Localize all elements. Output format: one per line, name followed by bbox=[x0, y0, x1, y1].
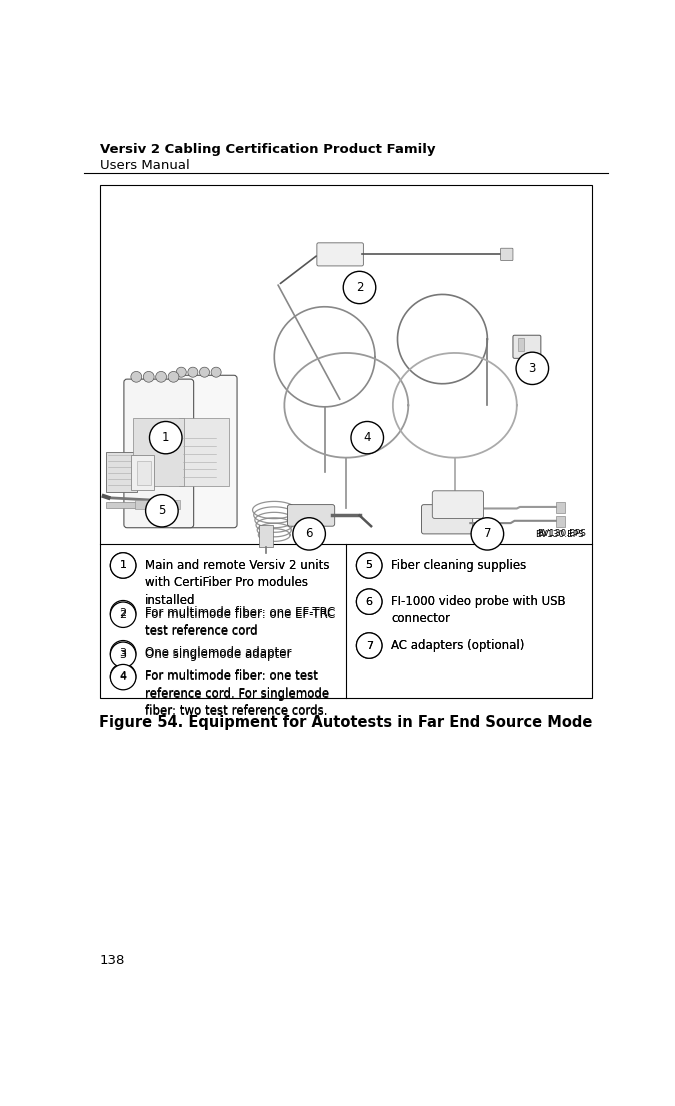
Bar bbox=[133, 418, 184, 487]
Text: 2: 2 bbox=[356, 281, 363, 294]
Circle shape bbox=[176, 367, 186, 377]
FancyBboxPatch shape bbox=[288, 504, 335, 526]
Text: 7: 7 bbox=[366, 640, 373, 650]
Text: Main and remote Versiv 2 units
with CertiFiber Pro modules
installed: Main and remote Versiv 2 units with Cert… bbox=[145, 559, 329, 606]
Circle shape bbox=[110, 640, 136, 666]
Bar bbox=[556, 517, 565, 526]
Text: 1: 1 bbox=[119, 561, 127, 571]
Bar bbox=[135, 500, 155, 509]
Text: 7: 7 bbox=[366, 640, 373, 650]
Circle shape bbox=[131, 372, 142, 383]
Circle shape bbox=[343, 271, 376, 304]
Text: 138: 138 bbox=[100, 954, 126, 968]
Text: 1: 1 bbox=[119, 561, 127, 571]
Circle shape bbox=[146, 494, 178, 526]
Text: Figure 54. Equipment for Autotests in Far End Source Mode: Figure 54. Equipment for Autotests in Fa… bbox=[99, 714, 593, 730]
Circle shape bbox=[110, 602, 136, 627]
Text: Fiber cleaning supplies: Fiber cleaning supplies bbox=[391, 559, 526, 572]
Bar bbox=[100, 185, 592, 698]
Circle shape bbox=[143, 372, 154, 383]
Circle shape bbox=[516, 352, 549, 385]
Text: 2: 2 bbox=[119, 609, 127, 619]
Circle shape bbox=[200, 367, 209, 377]
Circle shape bbox=[356, 633, 382, 658]
Text: Main and remote Versiv 2 units
with CertiFiber Pro modules
installed: Main and remote Versiv 2 units with Cert… bbox=[145, 559, 329, 606]
Text: For multimode fiber: one EF-TRC
test reference cord: For multimode fiber: one EF-TRC test ref… bbox=[145, 606, 335, 637]
Text: Users Manual: Users Manual bbox=[100, 159, 190, 171]
Circle shape bbox=[110, 553, 136, 578]
Text: One singlemode adapter: One singlemode adapter bbox=[145, 646, 292, 659]
Text: 4: 4 bbox=[119, 671, 127, 681]
Bar bbox=[556, 502, 565, 513]
Text: 4: 4 bbox=[119, 672, 127, 682]
Text: 5: 5 bbox=[158, 504, 165, 518]
Text: 4: 4 bbox=[364, 431, 371, 445]
Text: For multimode fiber: one test
reference cord. For singlemode
fiber: two test ref: For multimode fiber: one test reference … bbox=[145, 669, 329, 718]
Circle shape bbox=[356, 589, 382, 614]
Text: 3: 3 bbox=[119, 648, 127, 658]
Text: AC adapters (optional): AC adapters (optional) bbox=[391, 638, 524, 651]
Bar bbox=[518, 338, 524, 351]
Bar bbox=[179, 418, 229, 487]
Text: One singlemode adapter: One singlemode adapter bbox=[145, 648, 292, 661]
Text: Versiv 2 Cabling Certification Product Family: Versiv 2 Cabling Certification Product F… bbox=[100, 144, 435, 157]
Text: BV130.EPS: BV130.EPS bbox=[537, 529, 586, 538]
Text: 6: 6 bbox=[305, 528, 313, 541]
Circle shape bbox=[211, 367, 221, 377]
Circle shape bbox=[471, 518, 504, 550]
Text: 5: 5 bbox=[366, 561, 373, 571]
Text: Fiber cleaning supplies: Fiber cleaning supplies bbox=[391, 559, 526, 572]
Text: FI-1000 video probe with USB
connector: FI-1000 video probe with USB connector bbox=[391, 595, 566, 625]
Text: 3: 3 bbox=[119, 650, 127, 660]
Circle shape bbox=[156, 372, 167, 383]
FancyBboxPatch shape bbox=[170, 375, 237, 528]
Bar bbox=[106, 451, 137, 491]
Text: 3: 3 bbox=[529, 362, 536, 375]
Circle shape bbox=[168, 372, 179, 383]
Circle shape bbox=[188, 367, 198, 377]
Bar bbox=[259, 525, 273, 547]
Circle shape bbox=[351, 421, 383, 453]
Text: 5: 5 bbox=[366, 561, 373, 571]
Circle shape bbox=[110, 601, 136, 626]
FancyBboxPatch shape bbox=[501, 248, 513, 261]
Text: FI-1000 video probe with USB
connector: FI-1000 video probe with USB connector bbox=[391, 595, 566, 625]
Text: 6: 6 bbox=[366, 596, 373, 607]
Text: 2: 2 bbox=[119, 608, 127, 618]
Text: AC adapters (optional): AC adapters (optional) bbox=[391, 638, 524, 651]
Bar bbox=[131, 455, 154, 490]
Circle shape bbox=[356, 553, 382, 578]
Circle shape bbox=[110, 665, 136, 690]
Circle shape bbox=[293, 518, 325, 550]
Circle shape bbox=[356, 633, 382, 658]
Text: For multimode fiber: one EF-TRC
test reference cord: For multimode fiber: one EF-TRC test ref… bbox=[145, 608, 335, 638]
Bar bbox=[137, 461, 151, 486]
Circle shape bbox=[356, 589, 382, 614]
Text: 7: 7 bbox=[483, 528, 491, 541]
Text: 6: 6 bbox=[366, 596, 373, 607]
Circle shape bbox=[356, 553, 382, 578]
FancyBboxPatch shape bbox=[421, 504, 472, 534]
FancyBboxPatch shape bbox=[513, 335, 541, 358]
Circle shape bbox=[149, 421, 182, 453]
FancyBboxPatch shape bbox=[433, 491, 483, 519]
FancyBboxPatch shape bbox=[317, 243, 363, 265]
Bar bbox=[106, 502, 162, 509]
Text: 1: 1 bbox=[162, 431, 169, 445]
Circle shape bbox=[110, 664, 136, 689]
Text: BV130.EPS: BV130.EPS bbox=[535, 530, 585, 540]
Circle shape bbox=[110, 553, 136, 578]
FancyBboxPatch shape bbox=[124, 379, 194, 528]
Circle shape bbox=[110, 643, 136, 668]
Bar bbox=[159, 500, 180, 509]
Text: For multimode fiber: one test
reference cord. For singlemode
fiber: two test ref: For multimode fiber: one test reference … bbox=[145, 670, 329, 718]
